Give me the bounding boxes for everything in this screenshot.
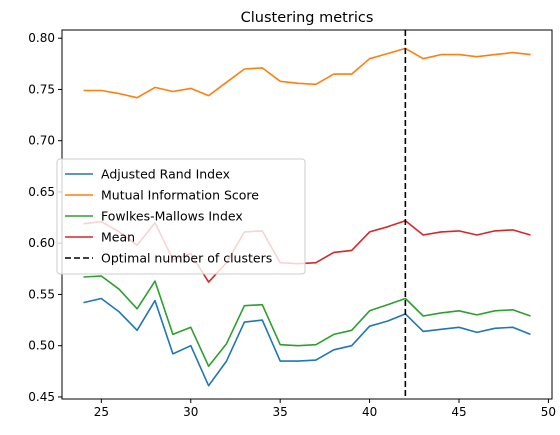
series-line-1 — [83, 47, 531, 99]
legend-label: Mean — [101, 230, 135, 245]
x-tick-label: 25 — [94, 405, 109, 419]
y-tick-label: 0.70 — [28, 134, 55, 148]
x-tick-label: 35 — [273, 405, 288, 419]
x-tick-label: 45 — [451, 405, 466, 419]
series-line-2 — [83, 275, 531, 368]
legend: Adjusted Rand Index Mutual Information Sc… — [56, 158, 306, 275]
x-tick-label: 40 — [362, 405, 377, 419]
y-tick-label: 0.80 — [28, 31, 55, 45]
y-tick-label: 0.45 — [28, 390, 55, 404]
legend-box — [56, 158, 306, 275]
y-tick-label: 0.75 — [28, 82, 55, 96]
y-tick-label: 0.55 — [28, 287, 55, 301]
x-tick-label: 50 — [541, 405, 556, 419]
legend-label: Mutual Information Score — [101, 188, 259, 203]
y-tick-label: 0.65 — [28, 185, 55, 199]
y-axis: 0.45 0.50 0.55 0.60 0.65 0.70 0.75 0.80 — [28, 31, 62, 404]
series-line-0 — [83, 297, 531, 387]
y-tick-label: 0.60 — [28, 236, 55, 250]
x-axis: 25 30 35 40 45 50 — [94, 399, 556, 419]
legend-label: Fowlkes-Mallows Index — [101, 209, 243, 224]
chart-title: Clustering metrics — [241, 10, 374, 26]
y-tick-label: 0.50 — [28, 339, 55, 353]
legend-label: Optimal number of clusters — [101, 251, 272, 266]
x-tick-label: 30 — [183, 405, 198, 419]
legend-label: Adjusted Rand Index — [101, 167, 230, 182]
